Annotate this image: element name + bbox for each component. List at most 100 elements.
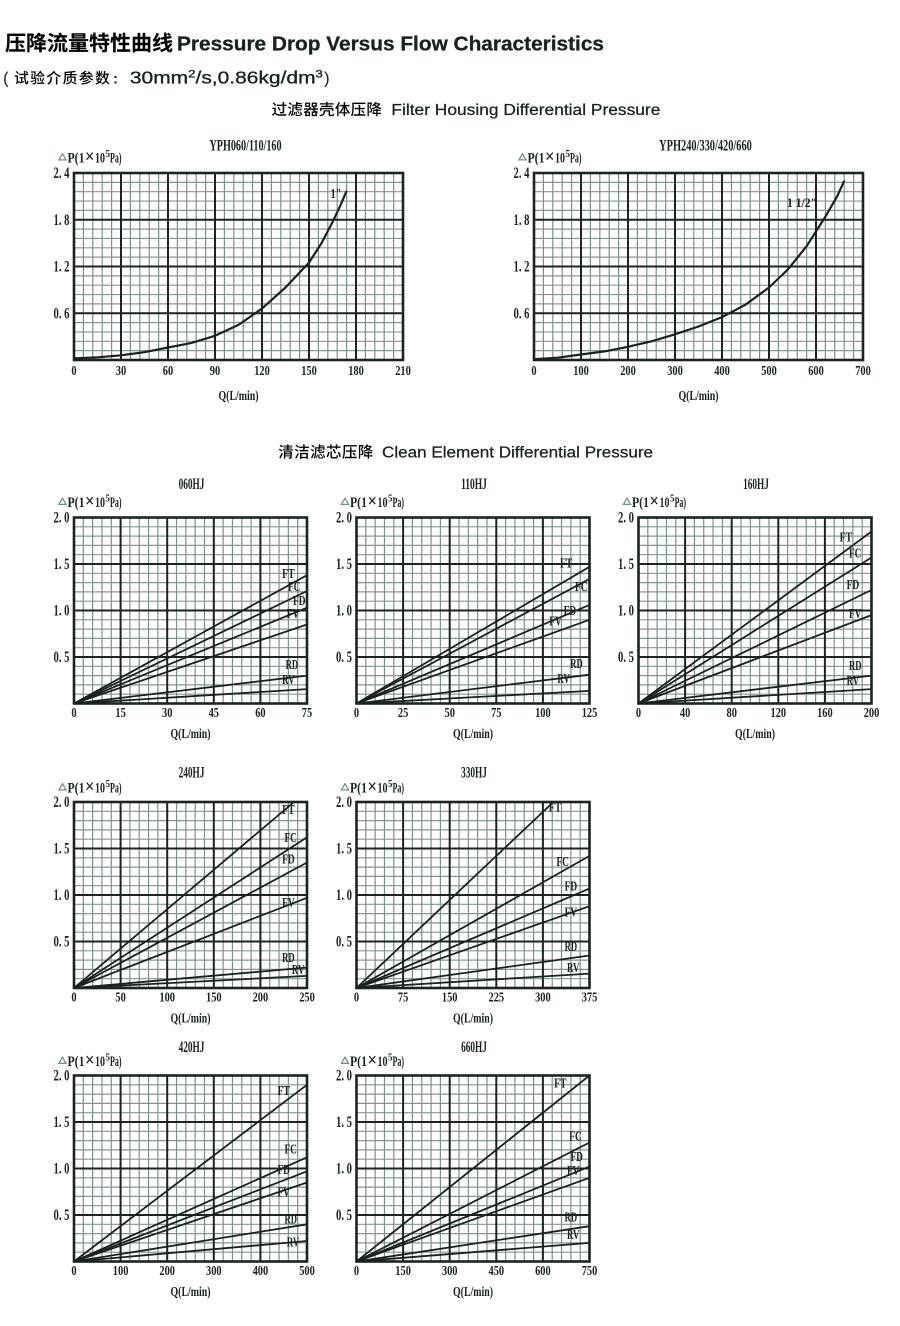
svg-text:FC: FC bbox=[556, 854, 569, 869]
svg-text:5: 5 bbox=[106, 779, 111, 790]
svg-text:30: 30 bbox=[116, 364, 126, 379]
svg-text:2. 4: 2. 4 bbox=[54, 165, 70, 182]
svg-text:200: 200 bbox=[159, 1264, 175, 1279]
svg-text:0: 0 bbox=[354, 1264, 359, 1279]
svg-text:160: 160 bbox=[817, 706, 833, 721]
svg-text:330HJ: 330HJ bbox=[461, 765, 487, 782]
svg-text:×: × bbox=[85, 1051, 95, 1071]
svg-text:1″: 1″ bbox=[331, 186, 342, 201]
svg-text:FC: FC bbox=[575, 579, 588, 594]
svg-text:1. 0: 1. 0 bbox=[336, 603, 352, 620]
svg-text:RD: RD bbox=[565, 939, 578, 954]
svg-text:Q(L/min): Q(L/min) bbox=[735, 726, 775, 741]
svg-text:FT: FT bbox=[282, 802, 295, 817]
svg-text:FD: FD bbox=[570, 1149, 583, 1164]
svg-text:2. 0: 2. 0 bbox=[54, 794, 70, 811]
svg-text:Clean Element Differential Pre: Clean Element Differential Pressure bbox=[382, 445, 653, 462]
svg-text:200: 200 bbox=[253, 991, 269, 1006]
svg-text:Q(L/min): Q(L/min) bbox=[679, 388, 719, 403]
svg-text:×: × bbox=[85, 148, 95, 168]
svg-text:2. 0: 2. 0 bbox=[618, 510, 634, 527]
svg-text:450: 450 bbox=[489, 1264, 505, 1279]
svg-text:160HJ: 160HJ bbox=[743, 476, 769, 493]
svg-text:500: 500 bbox=[299, 1264, 315, 1279]
svg-text:300: 300 bbox=[667, 364, 683, 379]
svg-text:Pa): Pa) bbox=[110, 151, 122, 167]
svg-text:1. 5: 1. 5 bbox=[336, 841, 352, 858]
svg-text:P(1: P(1 bbox=[68, 781, 85, 797]
svg-text:75: 75 bbox=[398, 991, 408, 1006]
svg-text:0. 5: 0. 5 bbox=[336, 1207, 352, 1224]
svg-text:90: 90 bbox=[210, 364, 220, 379]
svg-text:1 1/2″: 1 1/2″ bbox=[787, 195, 817, 210]
svg-text:1. 0: 1. 0 bbox=[336, 887, 352, 904]
svg-text:FT: FT bbox=[277, 1083, 290, 1098]
svg-text:FT: FT bbox=[549, 799, 562, 814]
svg-text:FV: FV bbox=[282, 895, 295, 910]
svg-text:×: × bbox=[650, 492, 660, 512]
svg-text:100: 100 bbox=[113, 1264, 129, 1279]
svg-text:10: 10 bbox=[95, 1054, 105, 1070]
svg-text:RV: RV bbox=[567, 960, 580, 975]
svg-text:0. 5: 0. 5 bbox=[54, 1207, 70, 1224]
svg-text:100: 100 bbox=[535, 706, 551, 721]
svg-text:FD: FD bbox=[282, 851, 295, 866]
svg-text:Q(L/min): Q(L/min) bbox=[171, 726, 211, 741]
svg-text:5: 5 bbox=[670, 494, 675, 505]
svg-text:0: 0 bbox=[636, 706, 641, 721]
svg-text:Q(L/min): Q(L/min) bbox=[453, 1284, 493, 1299]
svg-text:2. 4: 2. 4 bbox=[514, 165, 530, 182]
svg-text:0: 0 bbox=[354, 706, 359, 721]
svg-text:RD: RD bbox=[282, 950, 295, 965]
svg-text:75: 75 bbox=[302, 706, 312, 721]
svg-text:10: 10 bbox=[378, 781, 388, 797]
svg-text:RV: RV bbox=[567, 1227, 580, 1242]
svg-text:RD: RD bbox=[286, 657, 299, 672]
svg-text:10: 10 bbox=[95, 151, 105, 167]
svg-text:Q(L/min): Q(L/min) bbox=[219, 388, 259, 403]
svg-text:0: 0 bbox=[71, 991, 76, 1006]
svg-text:FD: FD bbox=[847, 577, 860, 592]
svg-text:600: 600 bbox=[535, 1264, 551, 1279]
svg-text:1. 5: 1. 5 bbox=[54, 556, 70, 573]
svg-text:Pa): Pa) bbox=[393, 495, 405, 511]
svg-text:60: 60 bbox=[163, 364, 173, 379]
svg-text:RD: RD bbox=[565, 1210, 578, 1225]
svg-text:FD: FD bbox=[293, 593, 306, 608]
svg-text:1. 2: 1. 2 bbox=[54, 259, 70, 276]
svg-text:RV: RV bbox=[287, 1235, 300, 1250]
svg-text:P(1: P(1 bbox=[350, 781, 367, 797]
svg-text:×: × bbox=[368, 492, 378, 512]
svg-text:1. 0: 1. 0 bbox=[336, 1161, 352, 1178]
svg-text:×: × bbox=[545, 148, 555, 168]
svg-text:0: 0 bbox=[354, 991, 359, 1006]
svg-text:FC: FC bbox=[569, 1129, 582, 1144]
svg-text:1. 8: 1. 8 bbox=[514, 212, 530, 229]
svg-text:110HJ: 110HJ bbox=[461, 476, 487, 493]
svg-text:100: 100 bbox=[573, 364, 589, 379]
svg-text:240HJ: 240HJ bbox=[179, 765, 205, 782]
svg-text:0. 5: 0. 5 bbox=[54, 649, 70, 666]
svg-text:FC: FC bbox=[284, 1142, 297, 1157]
svg-text:0: 0 bbox=[71, 1264, 76, 1279]
svg-text:FD: FD bbox=[564, 603, 577, 618]
svg-text:0. 5: 0. 5 bbox=[54, 934, 70, 951]
svg-text:200: 200 bbox=[620, 364, 636, 379]
svg-text:5: 5 bbox=[388, 1053, 393, 1064]
svg-text:200: 200 bbox=[864, 706, 880, 721]
svg-text:1. 2: 1. 2 bbox=[514, 259, 530, 276]
svg-text:10: 10 bbox=[660, 495, 670, 511]
svg-text:P(1: P(1 bbox=[528, 151, 545, 167]
svg-text:P(1: P(1 bbox=[350, 1054, 367, 1070]
svg-text:Filter Housing Differential Pr: Filter Housing Differential Pressure bbox=[391, 102, 660, 119]
svg-text:210: 210 bbox=[395, 364, 411, 379]
svg-text:YPH240/330/420/660: YPH240/330/420/660 bbox=[659, 138, 752, 155]
svg-text:100: 100 bbox=[159, 991, 175, 1006]
svg-text:Pa): Pa) bbox=[393, 1054, 405, 1070]
svg-text:750: 750 bbox=[582, 1264, 598, 1279]
svg-text:150: 150 bbox=[442, 991, 458, 1006]
svg-text:P(1: P(1 bbox=[68, 1054, 85, 1070]
svg-text:FC: FC bbox=[284, 830, 297, 845]
svg-text:150: 150 bbox=[395, 1264, 411, 1279]
svg-text:×: × bbox=[85, 778, 95, 798]
